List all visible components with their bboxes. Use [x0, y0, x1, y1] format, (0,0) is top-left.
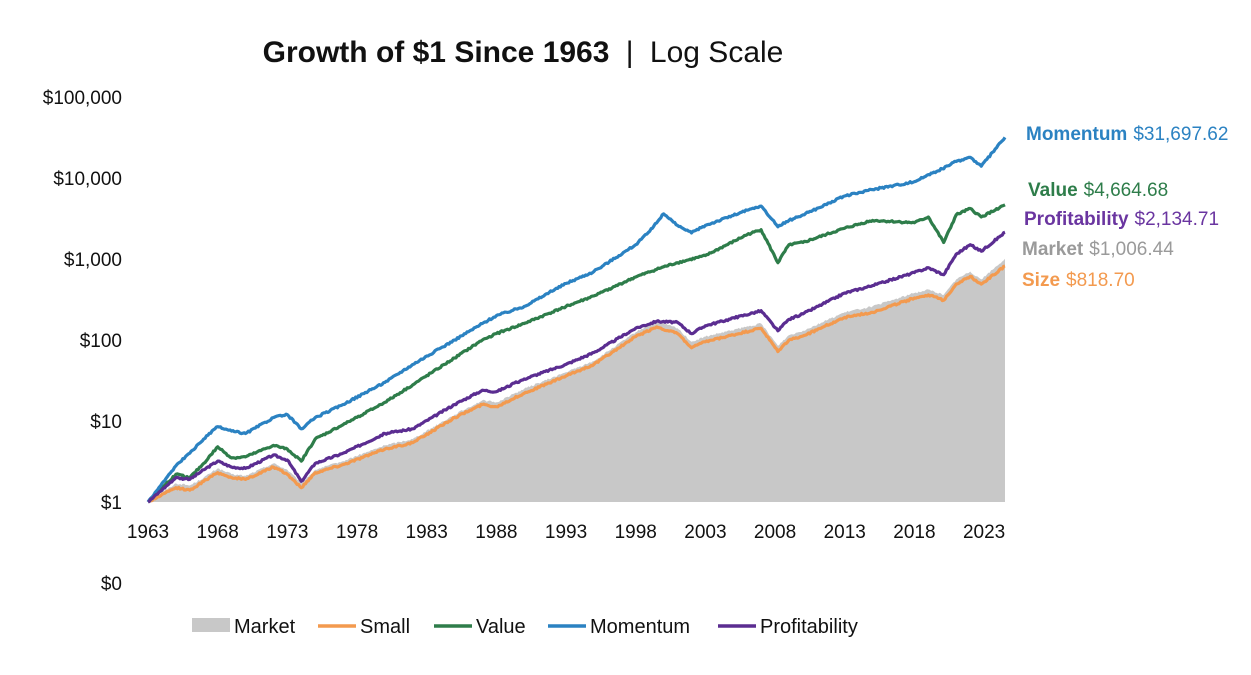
- series-momentum-line: [146, 136, 1007, 503]
- legend-item-value: Value: [434, 616, 526, 638]
- chart-title: Growth of $1 Since 1963 | Log Scale: [263, 36, 784, 69]
- y-tick-label: $1,000: [64, 250, 122, 271]
- end-label-name: Profitability: [1024, 209, 1129, 230]
- legend-item-small: Small: [318, 616, 410, 638]
- legend-label: Momentum: [590, 616, 690, 638]
- y-axis-ticks: $1 $10 $100 $1,000 $10,000 $100,000: [43, 88, 122, 514]
- end-label-value: Value $4,664.68: [1028, 180, 1168, 201]
- legend-label: Profitability: [760, 616, 858, 638]
- legend-item-profitability: Profitability: [718, 616, 858, 638]
- series-small-line: [147, 264, 1006, 504]
- end-label-value: $1,006.44: [1089, 239, 1174, 260]
- chart-title-separator: |: [626, 36, 634, 69]
- chart-subtitle: Log Scale: [650, 36, 783, 69]
- plot-area: [146, 136, 1007, 504]
- y-tick-label: $10: [90, 412, 122, 433]
- end-label-value: $818.70: [1066, 270, 1135, 291]
- x-axis-ticks: 1963 1968 1973 1978 1983 1988 1993 1998 2003 2008…: [127, 522, 1005, 543]
- x-tick-label: 1988: [475, 522, 517, 543]
- chart-title-main: Growth of $1 Since 1963: [263, 36, 610, 69]
- end-label-name: Size: [1022, 270, 1060, 291]
- y-tick-label: $10,000: [53, 169, 122, 190]
- x-tick-label: 2008: [754, 522, 796, 543]
- end-label-size: Size $818.70: [1022, 270, 1135, 291]
- series-market-area: [148, 258, 1005, 502]
- legend-label: Small: [360, 616, 410, 638]
- y-axis-zero-label: $0: [101, 574, 122, 595]
- end-label-momentum: Momentum $31,697.62: [1026, 124, 1228, 145]
- x-tick-label: 2013: [824, 522, 866, 543]
- x-tick-label: 1983: [406, 522, 448, 543]
- x-tick-label: 1998: [615, 522, 657, 543]
- x-tick-label: 1968: [197, 522, 239, 543]
- series-profitability-line: [147, 230, 1006, 504]
- series-end-labels: Market $1,006.44 Size $818.70 Value $4,664.68…: [1022, 124, 1228, 291]
- x-tick-label: 1973: [266, 522, 308, 543]
- x-tick-label: 2023: [963, 522, 1005, 543]
- y-tick-label: $100,000: [43, 88, 122, 109]
- legend-item-momentum: Momentum: [548, 616, 690, 638]
- end-label-market: Market $1,006.44: [1022, 239, 1174, 260]
- end-label-value: $2,134.71: [1135, 209, 1220, 230]
- end-label-name: Market: [1022, 239, 1084, 260]
- x-tick-label: 1993: [545, 522, 587, 543]
- x-tick-label: 2003: [684, 522, 726, 543]
- end-label-name: Value: [1028, 180, 1078, 201]
- x-tick-label: 2018: [893, 522, 935, 543]
- end-label-profitability: Profitability $2,134.71: [1024, 209, 1219, 230]
- end-label-value: $31,697.62: [1133, 124, 1228, 145]
- legend: Market Small Value Momentum Profitability: [192, 616, 858, 638]
- x-tick-label: 1963: [127, 522, 169, 543]
- legend-item-market: Market: [192, 616, 296, 638]
- end-label-name: Momentum: [1026, 124, 1127, 145]
- end-label-value: $4,664.68: [1084, 180, 1169, 201]
- series-value-line: [147, 203, 1006, 504]
- legend-label: Value: [476, 616, 526, 638]
- y-tick-label: $100: [80, 331, 122, 352]
- y-tick-label: $1: [101, 493, 122, 514]
- legend-label: Market: [234, 616, 296, 638]
- x-tick-label: 1978: [336, 522, 378, 543]
- legend-swatch: [192, 618, 230, 632]
